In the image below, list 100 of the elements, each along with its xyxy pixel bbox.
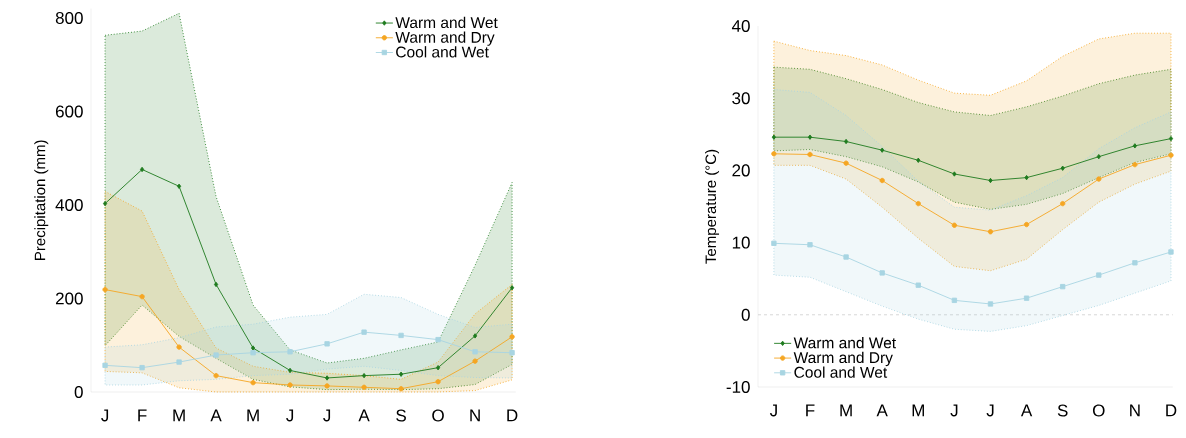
point — [915, 282, 921, 288]
point — [472, 349, 478, 355]
point — [987, 229, 994, 235]
y-tick-label: 10 — [732, 236, 750, 249]
x-tick-label: A — [1020, 404, 1033, 417]
point — [287, 349, 293, 355]
x-tick-label: J — [101, 409, 109, 422]
point — [952, 171, 957, 177]
point — [771, 151, 777, 157]
x-tick-label: A — [210, 409, 222, 422]
point — [324, 341, 330, 347]
point — [1024, 174, 1029, 181]
point — [398, 371, 404, 377]
point — [213, 281, 219, 288]
point — [472, 333, 478, 339]
point — [139, 166, 145, 173]
point — [843, 160, 849, 166]
x-tick-label: O — [432, 409, 444, 422]
point — [213, 372, 219, 379]
point — [1096, 272, 1102, 278]
point — [139, 365, 145, 371]
point — [1132, 143, 1137, 149]
point — [1168, 135, 1174, 142]
point — [250, 350, 256, 356]
point — [176, 359, 182, 365]
point — [361, 372, 367, 379]
point — [916, 157, 921, 163]
point — [880, 147, 885, 153]
x-tick-label: F — [806, 404, 815, 417]
x-tick-label: O — [1092, 404, 1105, 417]
y-tick-label: 40 — [731, 19, 750, 33]
point — [435, 336, 441, 343]
x-tick-label: N — [470, 409, 480, 422]
point — [324, 383, 330, 389]
point — [435, 379, 441, 385]
x-tick-label: S — [396, 409, 406, 422]
legend-label: Warm and Dry — [793, 351, 893, 367]
point — [771, 134, 776, 140]
y-tick-label: 600 — [55, 105, 83, 118]
point — [1023, 295, 1030, 301]
point — [509, 334, 515, 340]
point — [102, 362, 108, 368]
point — [951, 297, 958, 303]
x-tick-label: D — [1166, 404, 1177, 417]
x-tick-label: S — [1057, 404, 1068, 417]
x-tick-label: M — [247, 409, 259, 422]
y-tick-label: 800 — [55, 11, 83, 25]
point — [361, 384, 367, 390]
point — [843, 138, 849, 145]
legend-label: Warm and Dry — [395, 31, 495, 46]
point — [102, 286, 108, 293]
y-tick-label: 20 — [732, 164, 750, 177]
point — [1168, 249, 1174, 255]
point — [398, 386, 404, 392]
y-tick-label: -10 — [726, 380, 750, 394]
y-tick-label: 0 — [74, 385, 83, 399]
point — [771, 240, 777, 246]
point — [472, 358, 478, 364]
point — [1096, 154, 1101, 160]
point — [807, 242, 813, 248]
point — [843, 254, 849, 260]
point — [915, 200, 921, 207]
point — [176, 344, 182, 350]
point — [807, 134, 813, 140]
legend-label: Cool and Wet — [794, 366, 888, 378]
point — [879, 270, 885, 276]
point — [250, 379, 256, 386]
point — [324, 375, 330, 381]
point — [988, 177, 993, 184]
point — [1096, 176, 1102, 182]
point — [987, 301, 994, 307]
x-tick-label: J — [323, 409, 331, 422]
point — [213, 352, 219, 358]
y-axis-title: Precipitation (mm) — [34, 140, 49, 260]
point — [807, 151, 813, 158]
x-tick-label: A — [876, 404, 888, 417]
x-tick-label: J — [986, 404, 994, 417]
x-tick-label: F — [138, 409, 147, 422]
x-tick-label: M — [912, 404, 924, 417]
legend-label: Warm and Wet — [793, 336, 896, 349]
point — [509, 350, 515, 356]
x-tick-label: N — [1130, 404, 1140, 417]
point — [176, 183, 182, 189]
x-tick-label: J — [286, 409, 294, 422]
point — [398, 332, 404, 339]
x-tick-label: D — [507, 409, 518, 422]
y-tick-label: 400 — [55, 198, 83, 212]
point — [287, 382, 293, 388]
y-tick-label: 200 — [55, 292, 83, 305]
y-axis-title: Temperature (°C) — [705, 149, 720, 264]
point — [102, 200, 108, 207]
point — [509, 285, 515, 291]
x-tick-label: A — [358, 409, 370, 422]
x-tick-label: M — [840, 404, 852, 417]
point — [250, 345, 256, 351]
point — [951, 222, 958, 228]
x-tick-label: J — [950, 404, 958, 417]
point — [1060, 200, 1066, 207]
point — [361, 329, 367, 335]
point — [1132, 260, 1138, 266]
